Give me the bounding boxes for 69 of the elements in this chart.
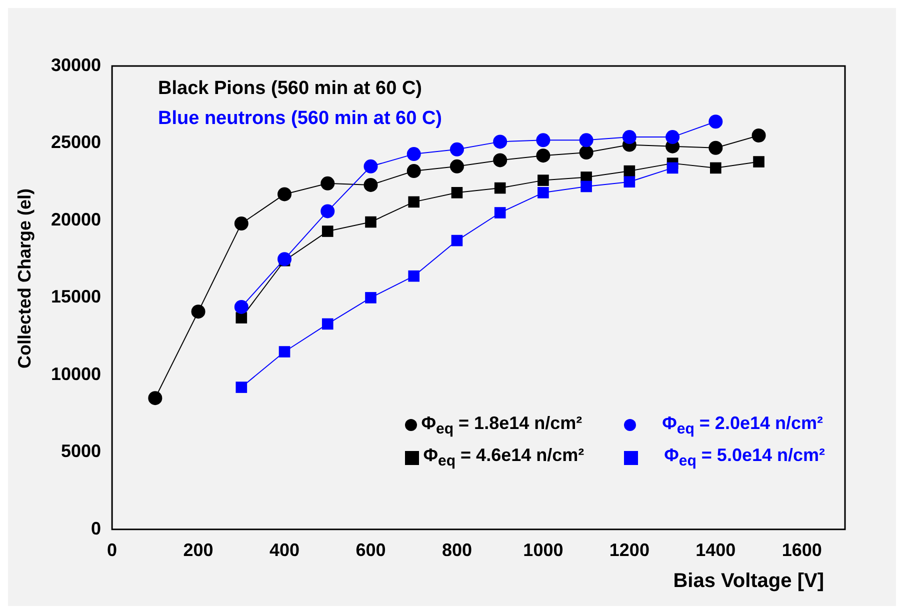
point [579, 146, 594, 160]
annotation: Blue neutrons (560 min at 60 C) [158, 108, 442, 130]
point [666, 162, 678, 174]
y-tick-label: 5000 [61, 441, 102, 462]
point [752, 128, 766, 143]
y-tick-label: 25000 [50, 132, 102, 152]
point [536, 133, 550, 148]
x-tick-label: 0 [107, 540, 118, 560]
point [322, 318, 334, 330]
x-tick-label: 1400 [696, 540, 736, 560]
y-tick-label: 20000 [50, 209, 102, 230]
point [624, 176, 636, 188]
point [622, 130, 636, 144]
point [406, 164, 421, 178]
point [148, 391, 162, 406]
point [408, 196, 420, 208]
point [624, 165, 636, 177]
point [753, 156, 764, 168]
point [538, 174, 549, 186]
point [536, 148, 550, 163]
point [451, 234, 463, 246]
point [191, 304, 206, 319]
point [365, 292, 376, 304]
x-tick-label: 400 [269, 540, 300, 560]
point [278, 252, 292, 266]
y-axis-title: Collected Charge (el) [14, 188, 36, 368]
point [493, 153, 508, 168]
point [579, 133, 594, 148]
x-tick-label: 1600 [782, 540, 822, 560]
legend-label: Φ$_{eq}$ = 1.8e14 n/cm² [421, 412, 582, 438]
point [234, 216, 248, 231]
point [320, 204, 335, 218]
point [538, 187, 549, 198]
point [406, 147, 421, 162]
point [450, 159, 464, 174]
point [408, 270, 420, 282]
x-tick-label: 600 [356, 540, 386, 560]
x-tick-label: 1200 [609, 540, 650, 560]
point [278, 187, 292, 202]
y-tick-label: 30000 [50, 54, 102, 75]
legend-label: Φ$_{eq}$ = 2.0e14 n/cm² [662, 412, 823, 438]
point [364, 178, 378, 192]
point [450, 142, 464, 156]
point [234, 300, 248, 314]
point [364, 159, 378, 174]
point [451, 187, 463, 198]
y-tick-label: 0 [91, 518, 102, 538]
point [708, 114, 723, 129]
x-axis-title: Bias Voltage [V] [673, 570, 824, 593]
point [320, 176, 335, 190]
x-tick-label: 800 [442, 540, 472, 560]
point [278, 346, 290, 358]
legend-label: Φ$_{eq}$ = 4.6e14 n/cm² [423, 445, 584, 470]
y-tick-label: 10000 [50, 364, 102, 384]
y-tick-label: 15000 [50, 286, 102, 307]
point [236, 382, 248, 393]
point [710, 162, 722, 174]
point [708, 140, 723, 155]
point [322, 226, 334, 237]
point [494, 207, 506, 218]
point [666, 130, 680, 144]
legend-label: Φ$_{eq}$ = 5.0e14 n/cm² [664, 445, 825, 470]
x-tick-label: 200 [183, 540, 214, 560]
x-tick-label: 1000 [523, 540, 564, 560]
point [494, 182, 506, 194]
point [580, 180, 592, 192]
point [493, 134, 508, 149]
point [365, 216, 376, 228]
annotation: Black Pions (560 min at 60 C) [158, 78, 422, 100]
